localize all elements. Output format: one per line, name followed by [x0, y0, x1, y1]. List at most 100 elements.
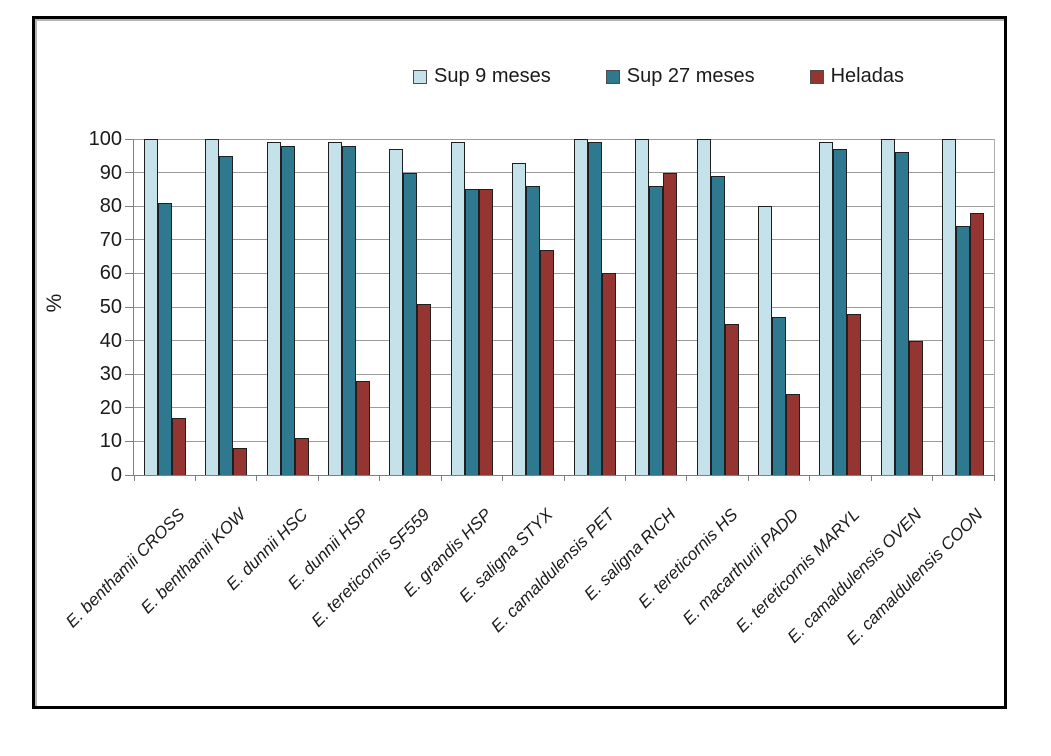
gridline [134, 239, 994, 241]
bar-heladas [233, 448, 248, 475]
bar-sup-9-meses [696, 139, 711, 475]
gridline [134, 205, 994, 207]
bar-sup-9-meses [266, 142, 281, 475]
bar-sup-9-meses [635, 139, 650, 475]
bar-group [441, 142, 502, 475]
legend-swatch-sup-9-meses [413, 69, 428, 84]
bar-sup-27-meses [464, 189, 479, 475]
bar-sup-9-meses [757, 206, 772, 475]
x-tick-mark [256, 475, 258, 481]
y-tick-mark [125, 373, 133, 375]
bar-heladas [601, 273, 616, 475]
bar-sup-9-meses [573, 139, 588, 475]
bar-group [871, 139, 932, 475]
bar-sup-27-meses [833, 149, 848, 475]
y-tick-label: 20 [99, 396, 122, 419]
bar-group [318, 142, 379, 475]
bar-sup-27-meses [710, 175, 725, 475]
bar-heladas [663, 172, 678, 475]
bar-heladas [908, 340, 923, 475]
x-tick-mark [993, 475, 995, 481]
y-tick-mark [125, 239, 133, 241]
legend-label: Sup 9 meses [434, 65, 551, 87]
y-tick-label: 90 [99, 161, 122, 184]
bar-heladas [724, 323, 739, 475]
bar-heladas [171, 417, 186, 475]
x-tick-mark [624, 475, 626, 481]
gridline [134, 407, 994, 409]
y-tick-mark [125, 440, 133, 442]
y-tick-label: 80 [99, 195, 122, 218]
bar-group [687, 139, 748, 475]
y-tick-mark [125, 138, 133, 140]
bar-group [195, 139, 256, 475]
bar-sup-27-meses [526, 186, 541, 475]
bar-sup-27-meses [771, 317, 786, 475]
bar-sup-9-meses [880, 139, 895, 475]
gridline [134, 340, 994, 342]
x-tick-mark [686, 475, 688, 481]
x-tick-mark [932, 475, 934, 481]
bar-sup-27-meses [341, 145, 356, 475]
bar-sup-27-meses [956, 226, 971, 475]
y-tick-label: 40 [99, 329, 122, 352]
bar-group [134, 139, 195, 475]
legend-swatch-heladas [809, 69, 824, 84]
bar-sup-9-meses [327, 142, 342, 475]
y-tick-label: 60 [99, 262, 122, 285]
bar-group [380, 149, 441, 475]
bar-heladas [417, 303, 432, 475]
legend-label: Heladas [830, 65, 904, 87]
gridline [134, 373, 994, 375]
x-tick-mark [502, 475, 504, 481]
bar-heladas [540, 249, 555, 475]
bar-sup-27-meses [219, 155, 234, 475]
legend-swatch-sup-27-meses [605, 69, 620, 84]
bar-group [933, 139, 994, 475]
y-tick-label: 100 [88, 128, 122, 150]
bar-group [503, 162, 564, 475]
bar-sup-9-meses [942, 139, 957, 475]
bar-heladas [847, 313, 862, 475]
gridline [134, 172, 994, 174]
bar-heladas [478, 189, 493, 475]
bar-heladas [294, 438, 309, 475]
x-tick-mark [379, 475, 381, 481]
y-tick-label: 50 [99, 296, 122, 318]
bar-sup-9-meses [143, 139, 158, 475]
gridline [134, 138, 994, 140]
y-tick-label: 30 [99, 363, 122, 386]
bar-sup-27-meses [649, 186, 664, 475]
bar-heladas [355, 380, 370, 475]
bar-sup-9-meses [450, 142, 465, 475]
bar-group [748, 206, 809, 475]
y-tick-mark [125, 474, 133, 476]
y-tick-mark [125, 172, 133, 174]
bar-heladas [970, 212, 985, 475]
plot-area: 0 10 20 30 40 50 60 70 80 90 100 E. benthamii CROSS… [62, 128, 995, 649]
bar-group [257, 142, 318, 475]
x-tick-mark [317, 475, 319, 481]
x-tick-mark [870, 475, 872, 481]
legend-item: Sup 27 meses [605, 65, 755, 88]
legend: Sup 9 meses Sup 27 meses Heladas [35, 65, 1004, 88]
bar-group [564, 139, 625, 475]
bar-sup-9-meses [389, 149, 404, 475]
y-tick-mark [125, 306, 133, 308]
bar-sup-27-meses [403, 172, 418, 475]
bar-group [625, 139, 686, 475]
bar-sup-27-meses [587, 142, 602, 475]
bar-sup-27-meses [894, 152, 909, 475]
bar-group [810, 142, 871, 475]
legend-item: Sup 9 meses [413, 65, 551, 88]
y-tick-label: 10 [99, 430, 122, 453]
gridline [134, 306, 994, 308]
x-tick-mark [440, 475, 442, 481]
bar-sup-9-meses [819, 142, 834, 475]
y-tick-mark [125, 205, 133, 207]
x-tick-mark [809, 475, 811, 481]
gridline [134, 272, 994, 274]
y-tick-label: 0 [110, 464, 122, 486]
y-tick-mark [125, 407, 133, 409]
